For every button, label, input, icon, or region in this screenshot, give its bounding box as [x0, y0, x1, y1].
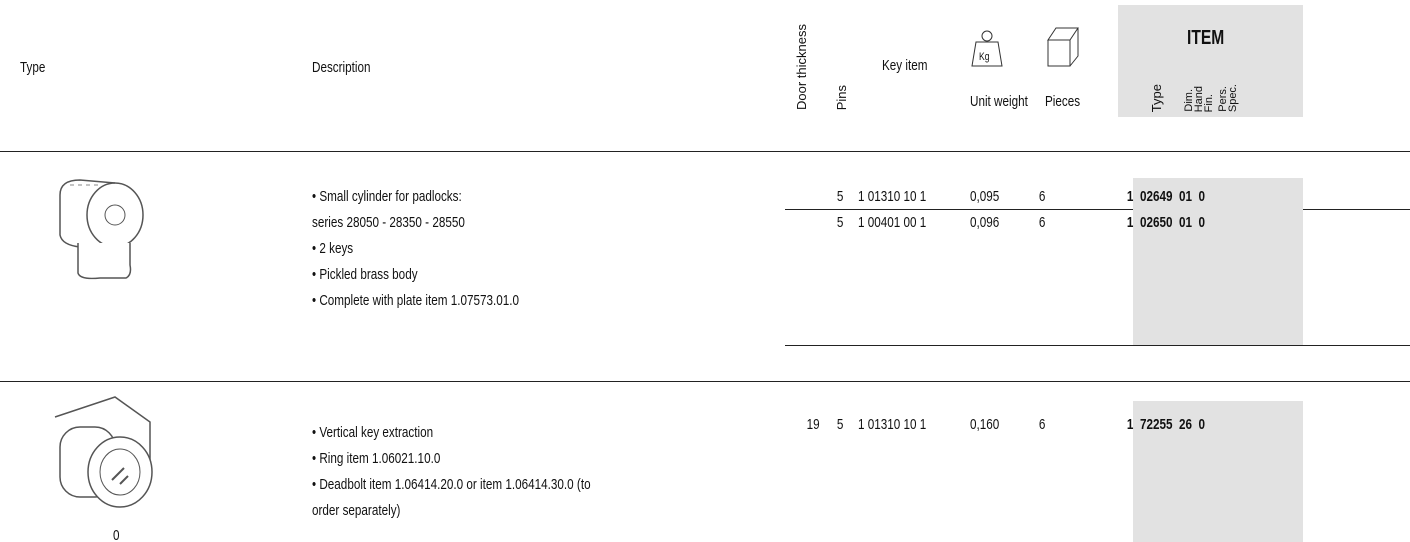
item-column-header: Type — [1149, 83, 1164, 112]
bullet-text: • Complete with plate item 1.07573.01.0 — [312, 292, 520, 309]
key-item: 1 01310 10 1 — [858, 416, 927, 433]
pieces: 6 — [1038, 214, 1045, 231]
bullet-text: • 2 keys — [312, 240, 354, 257]
weight-icon-label: Kg — [979, 51, 990, 63]
rule — [0, 381, 1410, 382]
image-caption: 0 — [113, 527, 120, 542]
pins: 5 — [836, 188, 843, 205]
bullet-text: • Deadbolt item 1.06414.20.0 or item 1.0… — [312, 476, 591, 493]
pins: 5 — [836, 416, 843, 433]
pieces: 6 — [1038, 188, 1045, 205]
bullet-text: • Ring item 1.06021.10.0 — [312, 450, 441, 467]
unit-weight: 0,160 — [970, 416, 1000, 433]
bullet-text: • Vertical key extraction — [312, 424, 434, 441]
unit-weight: 0,096 — [970, 214, 1000, 231]
column-header: Type — [20, 59, 46, 76]
key-item: 1 00401 00 1 — [858, 214, 927, 231]
bullet-text: series 28050 - 28350 - 28550 — [312, 214, 465, 231]
item-prefix: 1 — [1126, 416, 1133, 433]
row-rule — [785, 345, 1410, 346]
column-header: Key item — [882, 57, 928, 74]
bullet-text: • Small cylinder for padlocks: — [312, 188, 462, 205]
box-icon — [1047, 27, 1079, 67]
column-header: Door thickness — [794, 24, 809, 110]
item-column-header: Spec. — [1227, 83, 1239, 112]
unit-weight: 0,095 — [970, 188, 1000, 205]
bullet-text: order separately) — [312, 502, 401, 519]
item-number: 02649 01 0 — [1140, 188, 1206, 205]
weight-icon — [971, 30, 1003, 67]
rule — [0, 151, 1410, 152]
key-item: 1 01310 10 1 — [858, 188, 927, 205]
column-header: Unit weight — [970, 93, 1028, 110]
item-band — [1133, 401, 1303, 542]
item-number: 72255 26 0 — [1140, 416, 1206, 433]
column-header: Pins — [834, 84, 849, 110]
pins: 5 — [836, 214, 843, 231]
bullet-text: • Pickled brass body — [312, 266, 418, 283]
product-image — [59, 179, 144, 280]
item-prefix: 1 — [1126, 188, 1133, 205]
column-header: Pieces — [1045, 93, 1081, 110]
item-header-band — [1118, 5, 1303, 117]
product-image — [54, 396, 153, 508]
row-rule — [785, 209, 1410, 210]
item-prefix: 1 — [1126, 214, 1133, 231]
door-thickness: 19 — [806, 416, 820, 433]
item-column-header: Fin. — [1203, 93, 1215, 112]
column-header: Description — [312, 59, 371, 76]
item-band — [1133, 178, 1303, 345]
item-number: 02650 01 0 — [1140, 214, 1206, 231]
item-title: ITEM — [1187, 27, 1225, 49]
pieces: 6 — [1038, 416, 1045, 433]
